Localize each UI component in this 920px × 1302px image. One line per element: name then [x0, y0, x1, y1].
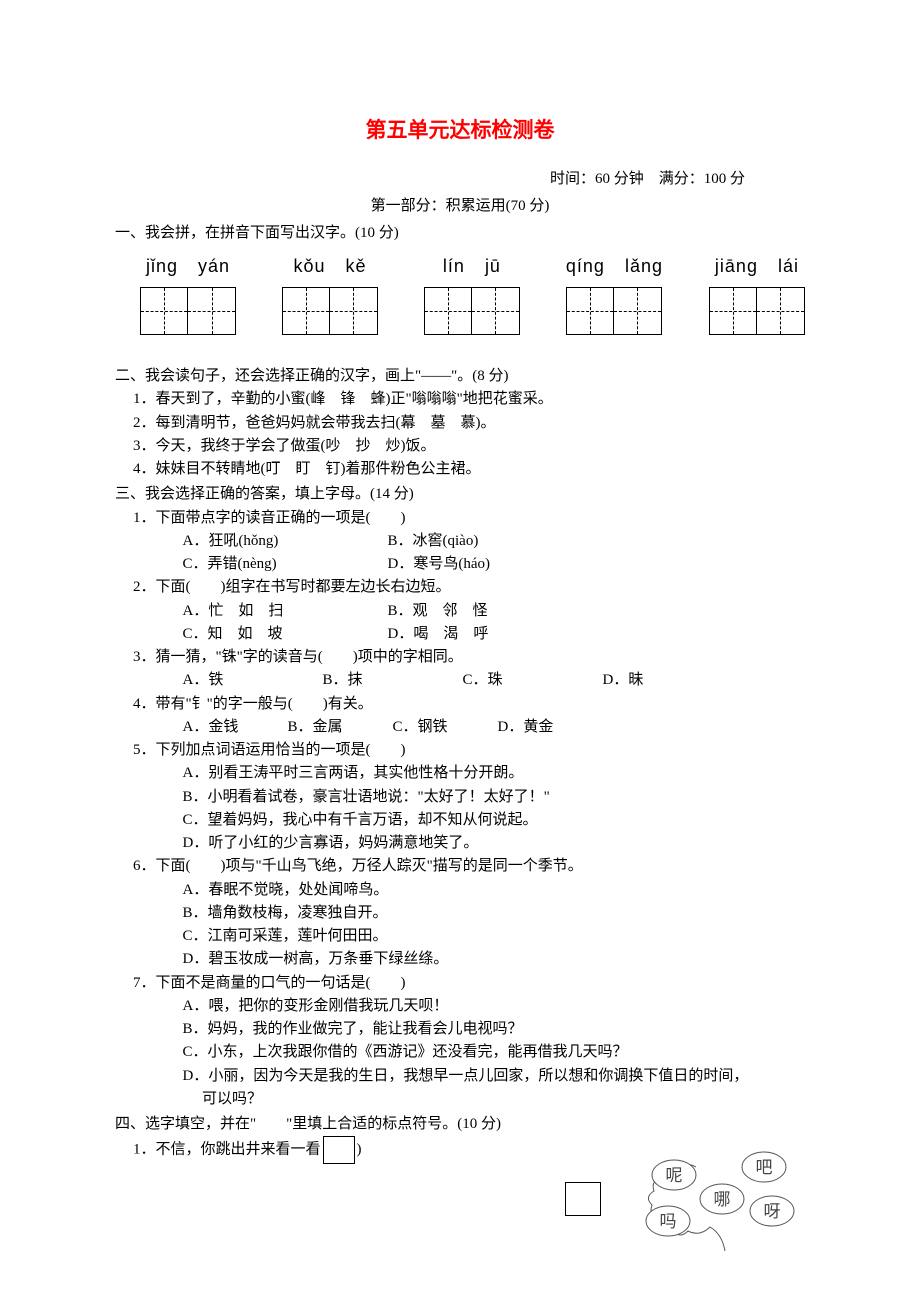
particle-cloud-graphic: 呢 吧 哪 吗 呀 — [630, 1139, 820, 1254]
q3-3-opts: A．铁B．抹C．珠D．昧 — [115, 669, 805, 692]
tianzige-pair — [424, 287, 520, 335]
q3-5-opt: B．小明看着试卷，豪言壮语地说："太好了！太好了！" — [115, 786, 805, 809]
q3-4-opts: A．金钱B．金属C．钢铁D．黄金 — [115, 716, 805, 739]
q3-6-opt: D．碧玉妆成一树高，万条垂下绿丝绦。 — [115, 948, 805, 971]
cloud-label: 吗 — [660, 1212, 677, 1231]
section-2-head: 二、我会读句子，还会选择正确的汉字，画上"——"。(8 分) — [115, 365, 805, 388]
section-4-head: 四、选字填空，并在" "里填上合适的标点符号。(10 分) — [115, 1113, 805, 1136]
q3-5-opt: A．别看王涛平时三言两语，其实他性格十分开朗。 — [115, 762, 805, 785]
pinyin-row: jǐngyán kǒukě línjū qínglǎng jiānglái — [140, 253, 805, 335]
pinyin-text: línjū — [424, 253, 520, 281]
section-1-head: 一、我会拼，在拼音下面写出汉字。(10 分) — [115, 222, 805, 245]
q3-5-opt: D．听了小红的少言寡语，妈妈满意地笑了。 — [115, 832, 805, 855]
s2-item: 4．妹妹目不转睛地(叮 盯 钉)着那件粉色公主裙。 — [115, 458, 805, 481]
q3-2-opts: C．知 如 坡D．喝 渴 呼 — [115, 623, 805, 646]
s4-q1-pre: 1．不信，你跳出井来看一看 — [133, 1142, 321, 1158]
s2-item: 2．每到清明节，爸爸妈妈就会带我去扫(幕 墓 慕)。 — [115, 412, 805, 435]
page-title: 第五单元达标检测卷 — [115, 115, 805, 148]
q3-6-stem: 6．下面( )项与"千山鸟飞绝，万径人踪灭"描写的是同一个季节。 — [115, 855, 805, 878]
q3-1-opts: C．弄错(nèng)D．寒号鸟(háo) — [115, 553, 805, 576]
cloud-label: 呀 — [764, 1202, 781, 1221]
pinyin-text: kǒukě — [282, 253, 378, 281]
s2-item: 1．春天到了，辛勤的小蜜(峰 锋 蜂)正"嗡嗡嗡"地把花蜜采。 — [115, 388, 805, 411]
q3-6-opt: C．江南可采莲，莲叶何田田。 — [115, 925, 805, 948]
q3-5-opt: C．望着妈妈，我心中有千言万语，却不知从何说起。 — [115, 809, 805, 832]
q3-4-stem: 4．带有"钅"的字一般与( )有关。 — [115, 693, 805, 716]
cloud-label: 呢 — [666, 1166, 683, 1185]
q3-2-opts: A．忙 如 扫B．观 邻 怪 — [115, 600, 805, 623]
answer-box[interactable] — [565, 1182, 601, 1216]
q3-7-opt: A．喂，把你的变形金刚借我玩几天呗！ — [115, 995, 805, 1018]
pinyin-block: kǒukě — [282, 253, 378, 335]
cloud-label: 哪 — [714, 1190, 731, 1209]
cloud-label: 吧 — [756, 1158, 773, 1177]
pinyin-text: jǐngyán — [140, 253, 236, 281]
q3-1-opts: A．狂吼(hǒng)B．冰窖(qiào) — [115, 530, 805, 553]
pinyin-block: qínglǎng — [566, 253, 663, 335]
s2-item: 3．今天，我终于学会了做蛋(吵 抄 炒)饭。 — [115, 435, 805, 458]
q3-7-opt-cont: 可以吗？ — [115, 1088, 805, 1111]
pinyin-block: jǐngyán — [140, 253, 236, 335]
tianzige-pair — [140, 287, 236, 335]
part-title: 第一部分：积累运用(70 分) — [115, 195, 805, 218]
pinyin-block: línjū — [424, 253, 520, 335]
answer-box[interactable] — [323, 1136, 355, 1164]
q3-7-stem: 7．下面不是商量的口气的一句话是( ) — [115, 972, 805, 995]
q3-7-opt: B．妈妈，我的作业做完了，能让我看会儿电视吗？ — [115, 1018, 805, 1041]
pinyin-text: jiānglái — [709, 253, 805, 281]
pinyin-text: qínglǎng — [566, 253, 663, 281]
q3-6-opt: B．墙角数枝梅，凌寒独自开。 — [115, 902, 805, 925]
tianzige-pair — [709, 287, 805, 335]
q3-3-stem: 3．猜一猜，"铢"字的读音与( )项中的字相同。 — [115, 646, 805, 669]
q3-7-opt: D．小丽，因为今天是我的生日，我想早一点儿回家，所以想和你调换下值日的时间， — [115, 1065, 805, 1088]
q3-6-opt: A．春眠不觉晓，处处闻啼鸟。 — [115, 879, 805, 902]
tianzige-pair — [282, 287, 378, 335]
q3-5-stem: 5．下列加点词语运用恰当的一项是( ) — [115, 739, 805, 762]
pinyin-block: jiānglái — [709, 253, 805, 335]
q3-2-stem: 2．下面( )组字在书写时都要左边长右边短。 — [115, 576, 805, 599]
section-3-head: 三、我会选择正确的答案，填上字母。(14 分) — [115, 483, 805, 506]
s4-q1-post: ) — [357, 1142, 362, 1158]
q3-1-stem: 1．下面带点字的读音正确的一项是( ) — [115, 507, 805, 530]
q3-7-opt: C．小东，上次我跟你借的《西游记》还没看完，能再借我几天吗？ — [115, 1041, 805, 1064]
time-score: 时间：60 分钟 满分：100 分 — [115, 168, 805, 191]
tianzige-pair — [566, 287, 663, 335]
